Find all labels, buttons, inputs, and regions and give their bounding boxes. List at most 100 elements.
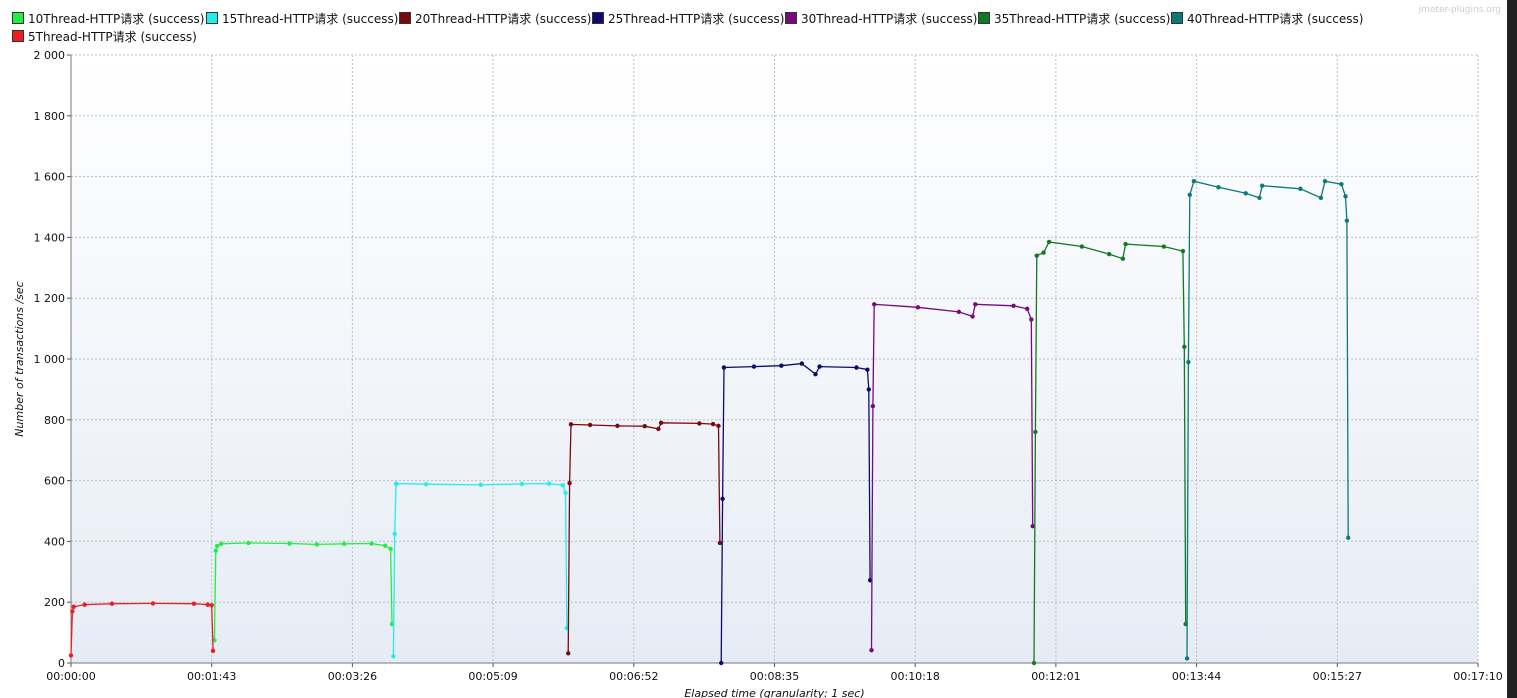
legend-swatch xyxy=(978,12,990,24)
legend-label: 20Thread-HTTP请求 (success) xyxy=(415,11,592,26)
data-point xyxy=(109,601,115,606)
x-tick-label: 00:12:01 xyxy=(1031,670,1080,683)
data-point xyxy=(1041,250,1046,255)
data-point xyxy=(721,365,727,370)
y-tick-label: 1 200 xyxy=(34,292,66,305)
data-point xyxy=(71,604,76,609)
x-axis-title: Elapsed time (granularity: 1 sec) xyxy=(684,687,864,698)
series-line xyxy=(392,482,568,657)
data-point xyxy=(970,314,975,319)
legend-swatch xyxy=(206,12,218,24)
x-tick-label: 00:10:18 xyxy=(890,670,939,683)
data-point xyxy=(1257,195,1262,201)
data-point xyxy=(1259,183,1265,188)
x-tick-label: 00:00:00 xyxy=(46,670,95,683)
data-point xyxy=(1180,248,1186,254)
data-point xyxy=(209,603,214,608)
data-point xyxy=(1216,185,1221,190)
data-point xyxy=(1031,660,1037,666)
data-point xyxy=(716,423,721,429)
data-point xyxy=(1322,178,1328,184)
data-point xyxy=(869,648,874,653)
data-point xyxy=(1343,194,1348,199)
data-point xyxy=(615,423,620,429)
data-point xyxy=(956,309,962,315)
data-point xyxy=(866,387,871,392)
data-point xyxy=(213,548,218,553)
data-point xyxy=(423,482,429,487)
data-point xyxy=(658,420,664,426)
series-7 xyxy=(1184,178,1351,661)
legend-item: 20Thread-HTTP请求 (success) xyxy=(399,10,591,26)
legend-label: 25Thread-HTTP请求 (success) xyxy=(608,11,785,26)
x-tick-label: 00:15:27 xyxy=(1313,670,1362,683)
x-tick-label: 00:17:10 xyxy=(1453,670,1502,683)
data-point xyxy=(642,423,647,429)
data-point xyxy=(779,363,784,368)
series-5 xyxy=(869,302,1035,653)
data-point xyxy=(656,426,661,432)
y-tick-label: 800 xyxy=(44,414,65,427)
data-point xyxy=(382,543,388,548)
data-point xyxy=(560,482,565,488)
data-point xyxy=(369,541,374,546)
y-tick-label: 400 xyxy=(44,535,65,548)
data-point xyxy=(1106,251,1112,257)
data-point xyxy=(1033,429,1038,435)
series-6 xyxy=(1031,239,1188,666)
data-point xyxy=(1030,524,1035,529)
data-point xyxy=(1120,256,1126,261)
data-point xyxy=(865,367,870,372)
data-point xyxy=(817,364,822,369)
data-point xyxy=(799,361,805,366)
data-point xyxy=(1029,317,1034,322)
axes: 0 200 400 600 800 1 000 1 200 1 400 1 600 1 800 2 … xyxy=(34,49,1503,683)
data-point xyxy=(210,648,216,654)
series-3 xyxy=(566,420,723,656)
legend-swatch xyxy=(592,12,604,24)
data-point xyxy=(392,531,397,536)
data-point xyxy=(287,541,292,546)
data-point xyxy=(219,541,224,547)
legend-item: 5Thread-HTTP请求 (success) xyxy=(12,28,197,44)
data-point xyxy=(697,421,702,426)
data-point xyxy=(872,302,877,307)
legend-label: 30Thread-HTTP请求 (success) xyxy=(801,11,978,26)
data-point xyxy=(342,541,347,547)
data-point xyxy=(391,654,396,659)
chart-legend: 10Thread-HTTP请求 (success) 15Thread-HTTP请求… xyxy=(0,0,1507,46)
y-tick-label: 2 000 xyxy=(34,49,66,62)
data-point xyxy=(1187,192,1192,198)
data-point xyxy=(567,480,572,486)
data-point xyxy=(720,496,725,502)
legend-swatch xyxy=(785,12,797,24)
series-line xyxy=(720,362,871,664)
x-tick-label: 00:06:52 xyxy=(609,670,658,683)
data-point xyxy=(566,651,571,656)
data-point xyxy=(546,481,552,486)
data-point xyxy=(1184,656,1190,661)
legend-swatch xyxy=(12,30,24,42)
legend-swatch xyxy=(1171,12,1183,24)
data-point xyxy=(1011,303,1016,308)
data-point xyxy=(1123,241,1128,247)
data-point xyxy=(314,542,320,547)
window-edge xyxy=(1507,0,1517,698)
data-point xyxy=(1079,244,1085,249)
data-point xyxy=(150,601,156,606)
legend-label: 10Thread-HTTP请求 (success) xyxy=(28,11,205,26)
legend-item: 25Thread-HTTP请求 (success) xyxy=(592,10,784,26)
data-point xyxy=(1243,191,1248,196)
data-point xyxy=(519,481,524,487)
data-point xyxy=(205,602,210,607)
data-point xyxy=(1344,218,1350,223)
y-tick-label: 1 800 xyxy=(34,110,66,123)
x-tick-label: 00:13:44 xyxy=(1172,670,1221,683)
data-point xyxy=(1046,239,1052,245)
data-point xyxy=(1161,244,1167,249)
y-tick-label: 1 400 xyxy=(34,231,66,244)
data-point xyxy=(68,653,74,658)
legend-item: 40Thread-HTTP请求 (success) xyxy=(1171,10,1363,26)
